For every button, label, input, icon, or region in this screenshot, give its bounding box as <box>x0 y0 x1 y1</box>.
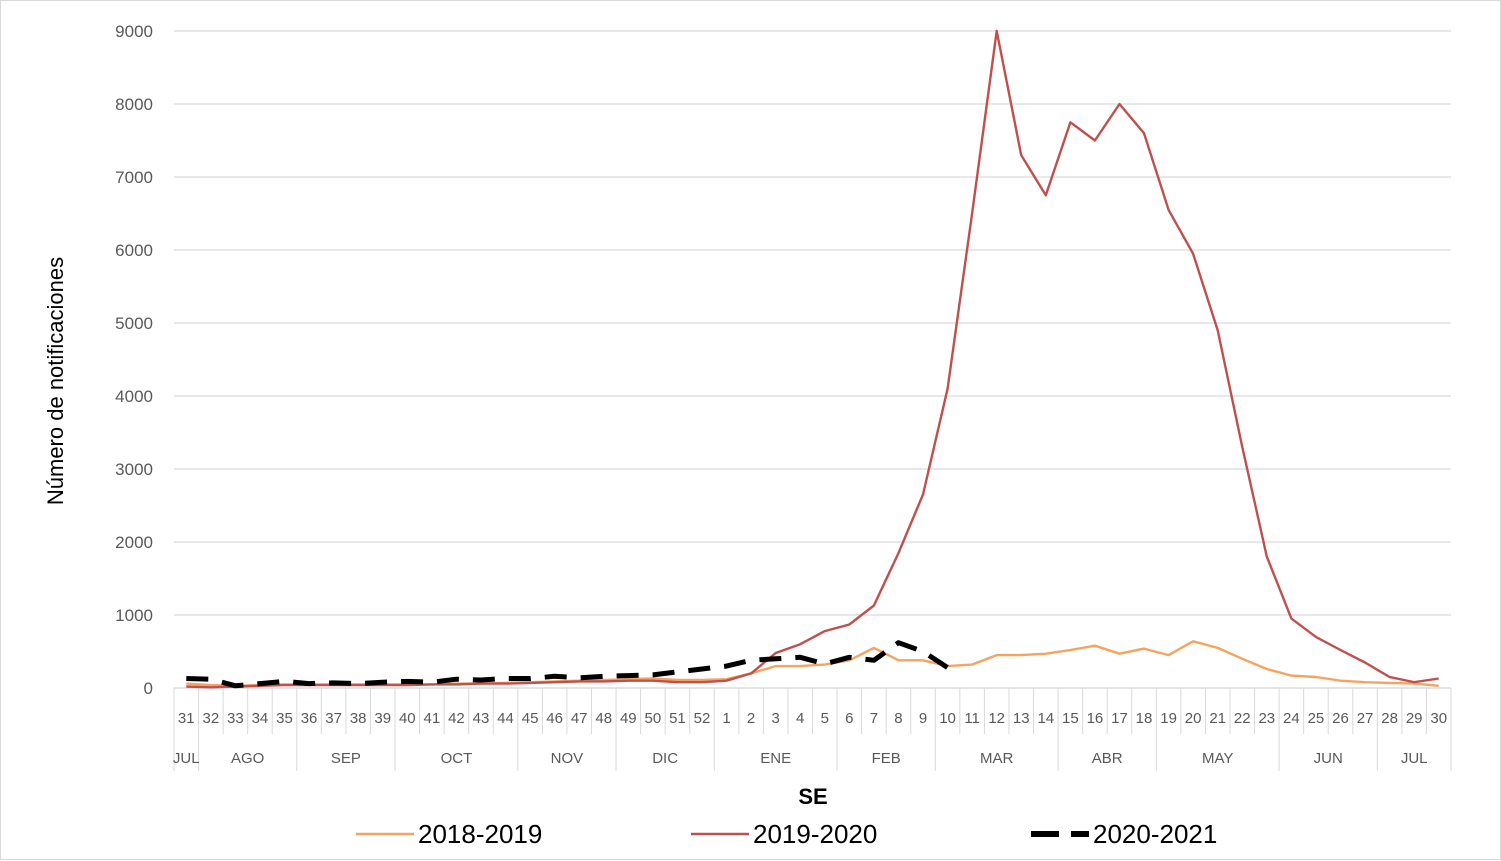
y-tick-label: 2000 <box>115 533 153 552</box>
week-label: 44 <box>497 710 514 727</box>
month-label: ABR <box>1092 750 1123 767</box>
legend: 2018-2019 2019-2020 2020-2021 <box>356 819 1217 849</box>
week-label: 9 <box>919 710 927 727</box>
y-tick-label: 3000 <box>115 460 153 479</box>
month-label: ENE <box>760 750 791 767</box>
y-axis-ticks: 0 1000 2000 3000 4000 5000 6000 7000 8000 9000 <box>115 22 153 698</box>
week-label: 4 <box>796 710 804 727</box>
week-label: 39 <box>374 710 391 727</box>
week-label: 5 <box>821 710 829 727</box>
week-label: 21 <box>1209 710 1226 727</box>
week-label: 17 <box>1111 710 1128 727</box>
week-label: 40 <box>399 710 416 727</box>
y-axis-title: Número de notificaciones <box>43 257 68 505</box>
month-label: NOV <box>551 750 584 767</box>
week-label: 12 <box>988 710 1005 727</box>
y-tick-label: 8000 <box>115 95 153 114</box>
week-label: 28 <box>1381 710 1398 727</box>
week-label: 16 <box>1087 710 1104 727</box>
week-label: 27 <box>1357 710 1374 727</box>
week-label: 15 <box>1062 710 1079 727</box>
y-tick-label: 5000 <box>115 314 153 333</box>
week-label: 26 <box>1332 710 1349 727</box>
week-label: 51 <box>669 710 686 727</box>
week-label: 30 <box>1430 710 1447 727</box>
series-line-2018-2019 <box>186 640 1439 687</box>
week-label: 6 <box>845 710 853 727</box>
x-axis-title: SE <box>798 784 827 809</box>
month-label: JUL <box>173 750 200 767</box>
week-label: 24 <box>1283 710 1300 727</box>
week-label: 2 <box>747 710 755 727</box>
month-labels: JUL AGO SEP OCT NOV DIC ENE FEB MAR ABR MAY JUN JUL <box>173 750 1428 767</box>
y-tick-label: 6000 <box>115 241 153 260</box>
y-tick-label: 7000 <box>115 168 153 187</box>
week-label: 31 <box>178 710 195 727</box>
month-label: MAR <box>980 750 1014 767</box>
legend-label: 2018-2019 <box>418 819 542 849</box>
week-label: 29 <box>1406 710 1423 727</box>
y-tick-label: 0 <box>144 679 153 698</box>
week-label: 37 <box>325 710 342 727</box>
x-axis <box>173 687 1452 771</box>
week-label: 52 <box>694 710 711 727</box>
legend-label: 2020-2021 <box>1093 819 1217 849</box>
week-label: 48 <box>595 710 612 727</box>
week-label: 13 <box>1013 710 1030 727</box>
week-label: 50 <box>645 710 662 727</box>
week-label: 10 <box>939 710 956 727</box>
week-label: 11 <box>964 710 980 727</box>
series-line-2020-2021 <box>186 640 949 689</box>
week-label: 25 <box>1308 710 1325 727</box>
month-label: JUN <box>1314 750 1343 767</box>
month-label: FEB <box>872 750 901 767</box>
week-label: 19 <box>1160 710 1177 727</box>
week-label: 36 <box>301 710 318 727</box>
week-label: 32 <box>202 710 219 727</box>
week-label: 35 <box>276 710 293 727</box>
week-label: 14 <box>1037 710 1054 727</box>
week-label: 47 <box>571 710 588 727</box>
month-label: JUL <box>1401 750 1428 767</box>
series-lines <box>186 29 1439 689</box>
month-label: DIC <box>652 750 678 767</box>
month-label: MAY <box>1202 750 1233 767</box>
week-label: 38 <box>350 710 367 727</box>
gridlines <box>174 30 1451 689</box>
month-label: SEP <box>331 750 361 767</box>
series-line-2019-2020 <box>186 29 1439 689</box>
week-label: 41 <box>424 710 441 727</box>
week-label: 20 <box>1185 710 1202 727</box>
week-label: 43 <box>473 710 490 727</box>
week-label: 8 <box>894 710 902 727</box>
y-tick-label: 9000 <box>115 22 153 41</box>
week-label: 23 <box>1258 710 1275 727</box>
week-label: 3 <box>771 710 779 727</box>
week-label: 1 <box>722 710 730 727</box>
y-tick-label: 1000 <box>115 606 153 625</box>
week-label: 7 <box>870 710 878 727</box>
week-label: 22 <box>1234 710 1251 727</box>
week-label: 34 <box>252 710 269 727</box>
y-tick-label: 4000 <box>115 387 153 406</box>
week-tick-labels: 31 32 33 34 35 36 37 38 39 40 41 42 43 44 45 46 47 48 49 50… <box>178 710 1447 727</box>
month-label: AGO <box>231 750 264 767</box>
week-label: 46 <box>546 710 563 727</box>
week-label: 42 <box>448 710 465 727</box>
week-label: 33 <box>227 710 244 727</box>
month-label: OCT <box>441 750 473 767</box>
week-label: 45 <box>522 710 539 727</box>
week-label: 18 <box>1136 710 1153 727</box>
legend-label: 2019-2020 <box>753 819 877 849</box>
week-label: 49 <box>620 710 637 727</box>
